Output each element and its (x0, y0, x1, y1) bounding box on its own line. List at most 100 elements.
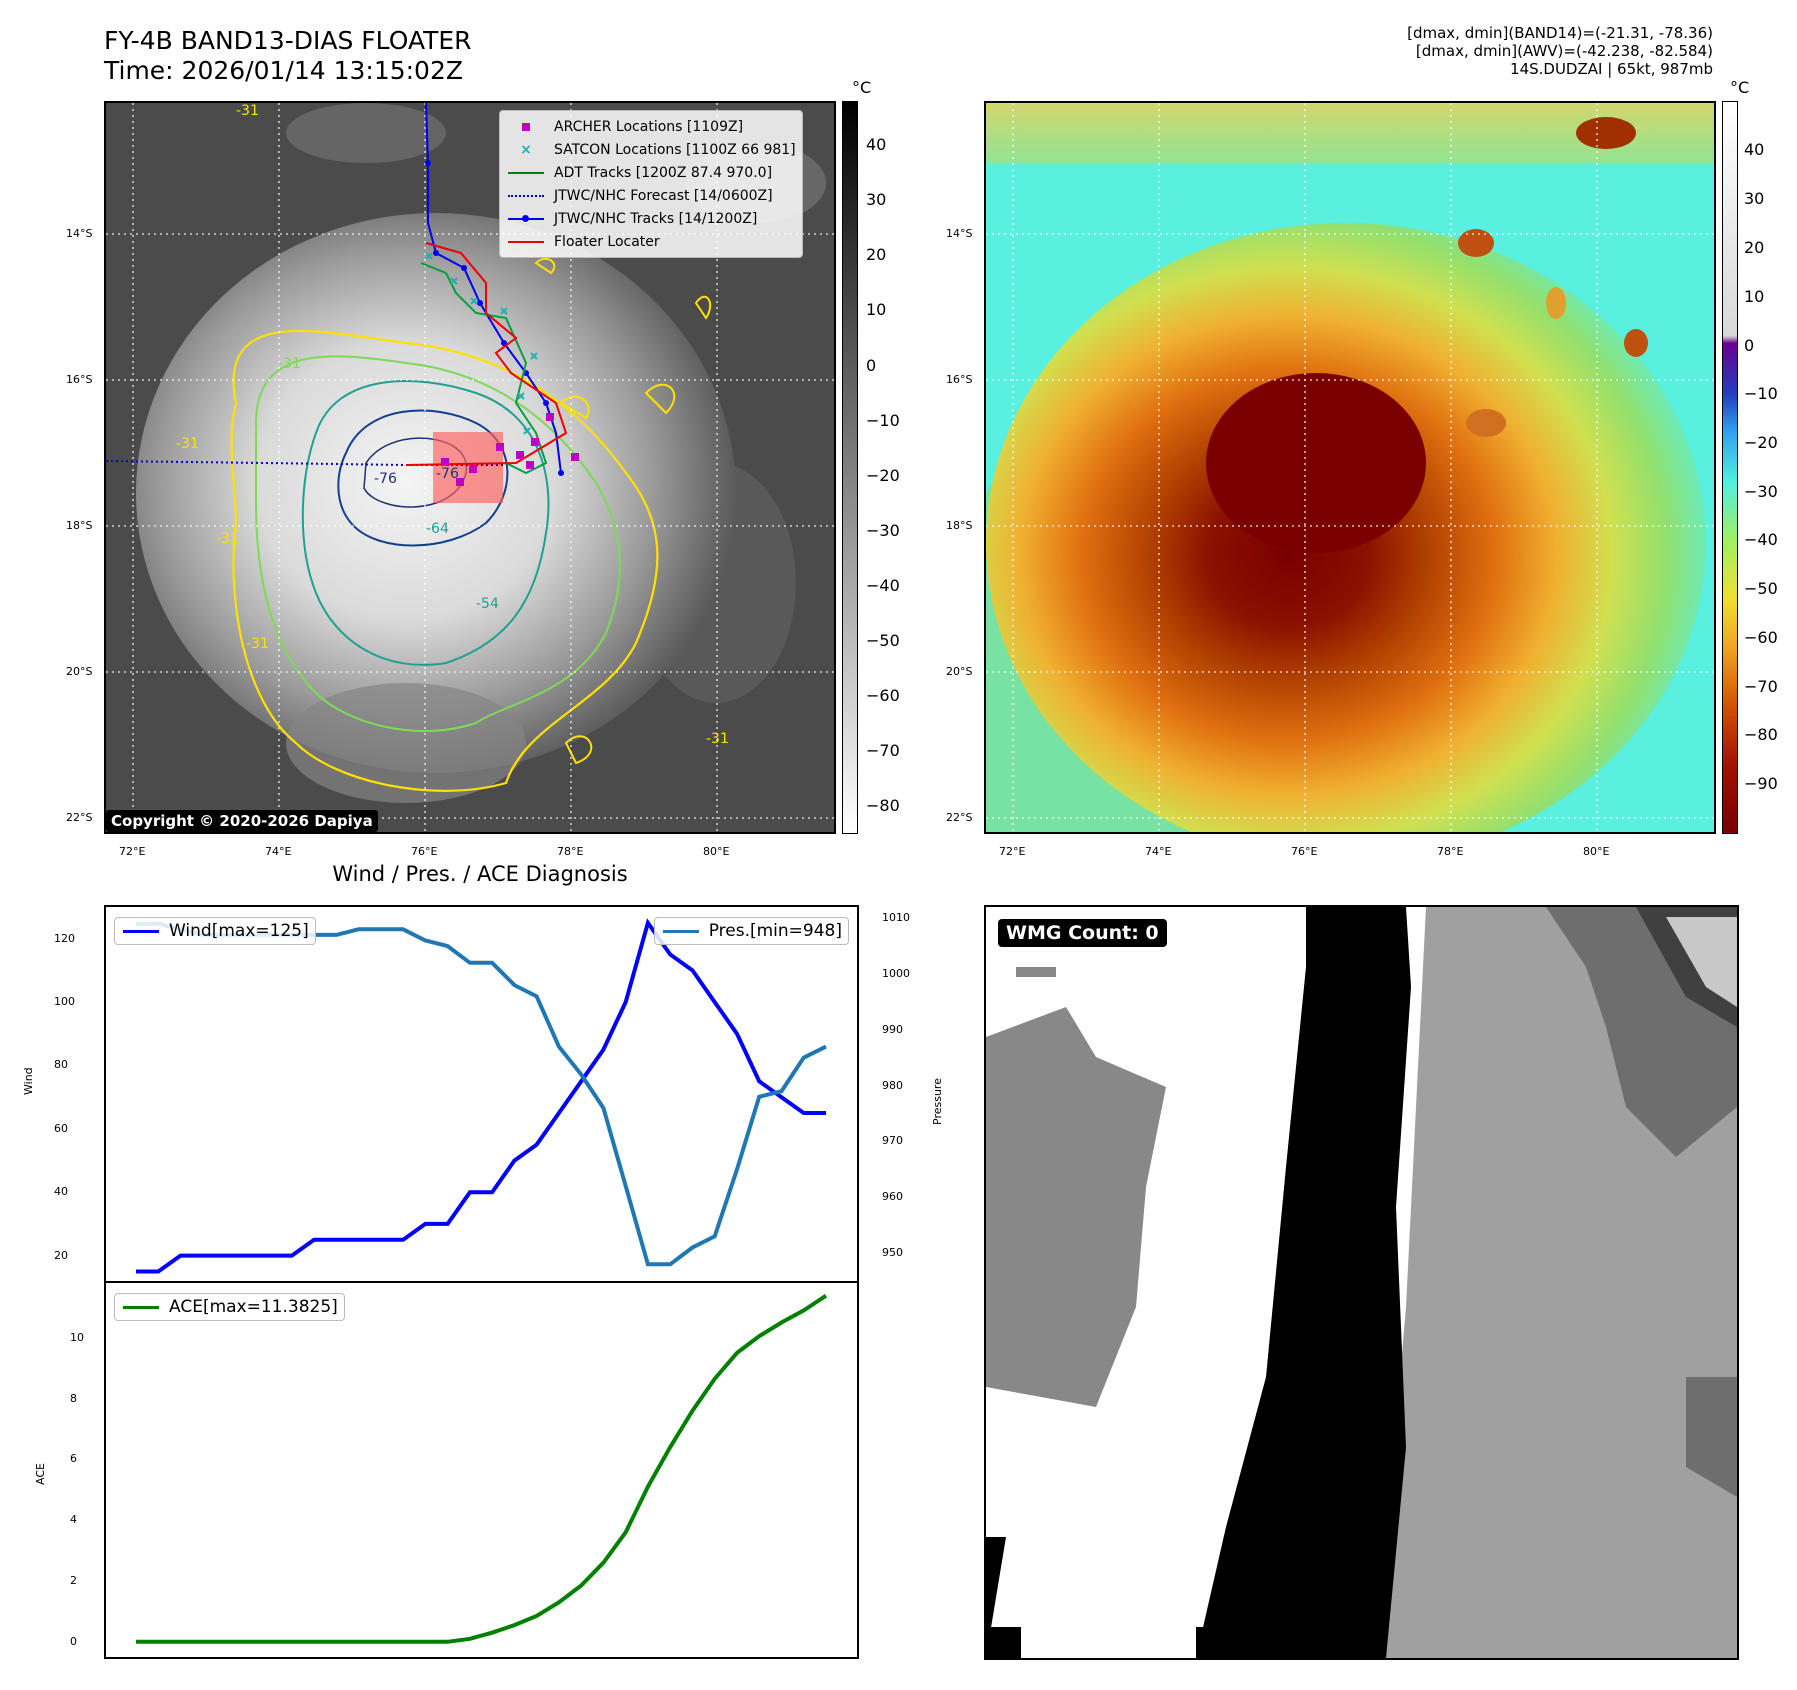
y-tick: 0 (70, 1634, 77, 1648)
color-colorbar-tick: 0 (1744, 336, 1755, 355)
legend-label: JTWC/NHC Forecast [14/0600Z] (554, 187, 773, 204)
ace-line (136, 1294, 828, 1644)
legend-item-satcon: × SATCON Locations [1100Z 66 981] (506, 138, 796, 161)
legend-item-jtwc: JTWC/NHC Tracks [14/1200Z] (506, 207, 796, 230)
contour-label: -76 (374, 471, 397, 487)
y-tick: 2 (70, 1573, 77, 1587)
line-dot-icon (506, 212, 546, 226)
longitude-tick: 80°E (703, 845, 730, 858)
contour-label: -31 (706, 731, 729, 747)
dotted-line-icon (506, 189, 546, 203)
color-colorbar-tick: −80 (1744, 725, 1778, 745)
y-tick: 40 (54, 1185, 68, 1199)
color-colorbar-tick: −40 (1744, 530, 1778, 550)
figure-title: FY-4B BAND13-DIAS FLOATER Time: 2026/01/… (104, 26, 472, 86)
x-marker-icon: × (520, 141, 532, 158)
wind-pressure-chart: Wind[max=125] Pres.[min=948] (104, 905, 859, 1283)
legend-item-archer: ARCHER Locations [1109Z] (506, 115, 796, 138)
ace-svg (136, 1294, 828, 1644)
contour-label: -76 (436, 466, 459, 482)
latitude-tick: 22°S (946, 811, 973, 824)
wind-pressure-svg (136, 918, 827, 1274)
color-colorbar-tick: −50 (1744, 579, 1778, 598)
pressure-tick: 1000 (882, 966, 910, 980)
intensity-info: [dmax, dmin](BAND14)=(-21.31, -78.36) [d… (1407, 24, 1713, 78)
contour-label: -54 (476, 596, 499, 612)
ir-color-map (984, 101, 1716, 834)
pressure-legend: Pres.[min=948] (653, 917, 849, 945)
latitude-tick: 20°S (946, 665, 973, 678)
color-map-svg (986, 103, 1714, 832)
legend-label: ARCHER Locations [1109Z] (554, 118, 744, 135)
wind-line (136, 918, 826, 1274)
longitude-tick: 78°E (1437, 845, 1464, 858)
color-colorbar-tick: 20 (1744, 238, 1765, 257)
pressure-tick: 950 (882, 1246, 903, 1260)
storm-core (1206, 373, 1426, 553)
info-line-3: 14S.DUDZAI | 65kt, 987mb (1510, 60, 1713, 78)
latitude-tick: 20°S (66, 665, 93, 678)
gray-colorbar-tick: −40 (866, 575, 900, 595)
legend-label: SATCON Locations [1100Z 66 981] (554, 141, 796, 158)
color-colorbar-tick: 40 (1744, 140, 1765, 159)
info-line-2: [dmax, dmin](AWV)=(-42.238, -82.584) (1415, 42, 1713, 60)
ace-legend-label: ACE[max=11.3825] (169, 1297, 338, 1317)
legend-item-floater: Floater Locater (506, 230, 796, 253)
copyright-label: Copyright © 2020-2026 Dapiya (106, 810, 378, 832)
gray-colorbar (842, 101, 858, 834)
gray-colorbar-tick: 0 (866, 355, 877, 375)
color-colorbar-tick: −30 (1744, 481, 1778, 501)
pressure-axis-label: Pressure (931, 1078, 944, 1125)
longitude-tick: 76°E (1291, 845, 1318, 858)
wind-legend-label: Wind[max=125] (169, 921, 309, 941)
ace-legend: ACE[max=11.3825] (114, 1293, 345, 1321)
contour-label: -31 (216, 531, 239, 547)
pressure-line (136, 921, 827, 1267)
gray-colorbar-tick: −80 (866, 796, 900, 816)
wind-legend: Wind[max=125] (114, 917, 316, 945)
legend-label: ADT Tracks [1200Z 87.4 970.0] (554, 164, 773, 181)
floater-locater-box (433, 432, 503, 503)
ace-line-icon (121, 1300, 161, 1314)
latitude-tick: 18°S (66, 519, 93, 532)
color-colorbar (1722, 101, 1738, 834)
gray-colorbar-tick: 30 (866, 190, 887, 210)
color-colorbar-tick: 30 (1744, 189, 1765, 208)
y-tick: 20 (54, 1248, 68, 1262)
wind-line-icon (121, 924, 161, 938)
color-colorbar-unit: °C (1730, 78, 1750, 97)
pressure-tick: 970 (882, 1134, 903, 1148)
contour-label: -31 (236, 103, 259, 119)
legend-label: JTWC/NHC Tracks [14/1200Z] (554, 210, 758, 227)
y-tick: 60 (54, 1121, 68, 1135)
pressure-tick: 990 (882, 1022, 903, 1036)
wind-axis-label: Wind (22, 1067, 35, 1095)
y-tick: 4 (70, 1513, 77, 1527)
color-colorbar-tick: 10 (1744, 287, 1765, 306)
square-marker-icon (506, 120, 546, 134)
gray-colorbar-tick: 10 (866, 300, 887, 320)
legend-label: Floater Locater (554, 233, 660, 250)
latitude-tick: 22°S (66, 811, 93, 824)
gray-colorbar-tick: −30 (866, 520, 900, 540)
map-legend: ARCHER Locations [1109Z] × SATCON Locati… (499, 110, 803, 258)
legend-item-adt: ADT Tracks [1200Z 87.4 970.0] (506, 161, 796, 184)
longitude-tick: 80°E (1583, 845, 1610, 858)
pressure-legend-label: Pres.[min=948] (708, 921, 842, 941)
ace-chart: ACE[max=11.3825] (104, 1281, 859, 1659)
pressure-line-icon (661, 924, 701, 938)
latitude-tick: 14°S (946, 227, 973, 240)
y-tick: 8 (70, 1391, 77, 1405)
wmg-count-badge: WMG Count: 0 (998, 919, 1167, 947)
y-tick: 10 (70, 1330, 84, 1344)
longitude-tick: 78°E (557, 845, 584, 858)
longitude-tick: 72°E (999, 845, 1026, 858)
pressure-tick: 1010 (882, 911, 910, 925)
longitude-tick: 74°E (265, 845, 292, 858)
contour-label: -31 (246, 636, 269, 652)
gray-colorbar-unit: °C (852, 78, 872, 97)
gray-colorbar-tick: −20 (866, 465, 900, 485)
pressure-tick: 960 (882, 1190, 903, 1204)
latitude-tick: 16°S (66, 373, 93, 386)
longitude-tick: 72°E (119, 845, 146, 858)
